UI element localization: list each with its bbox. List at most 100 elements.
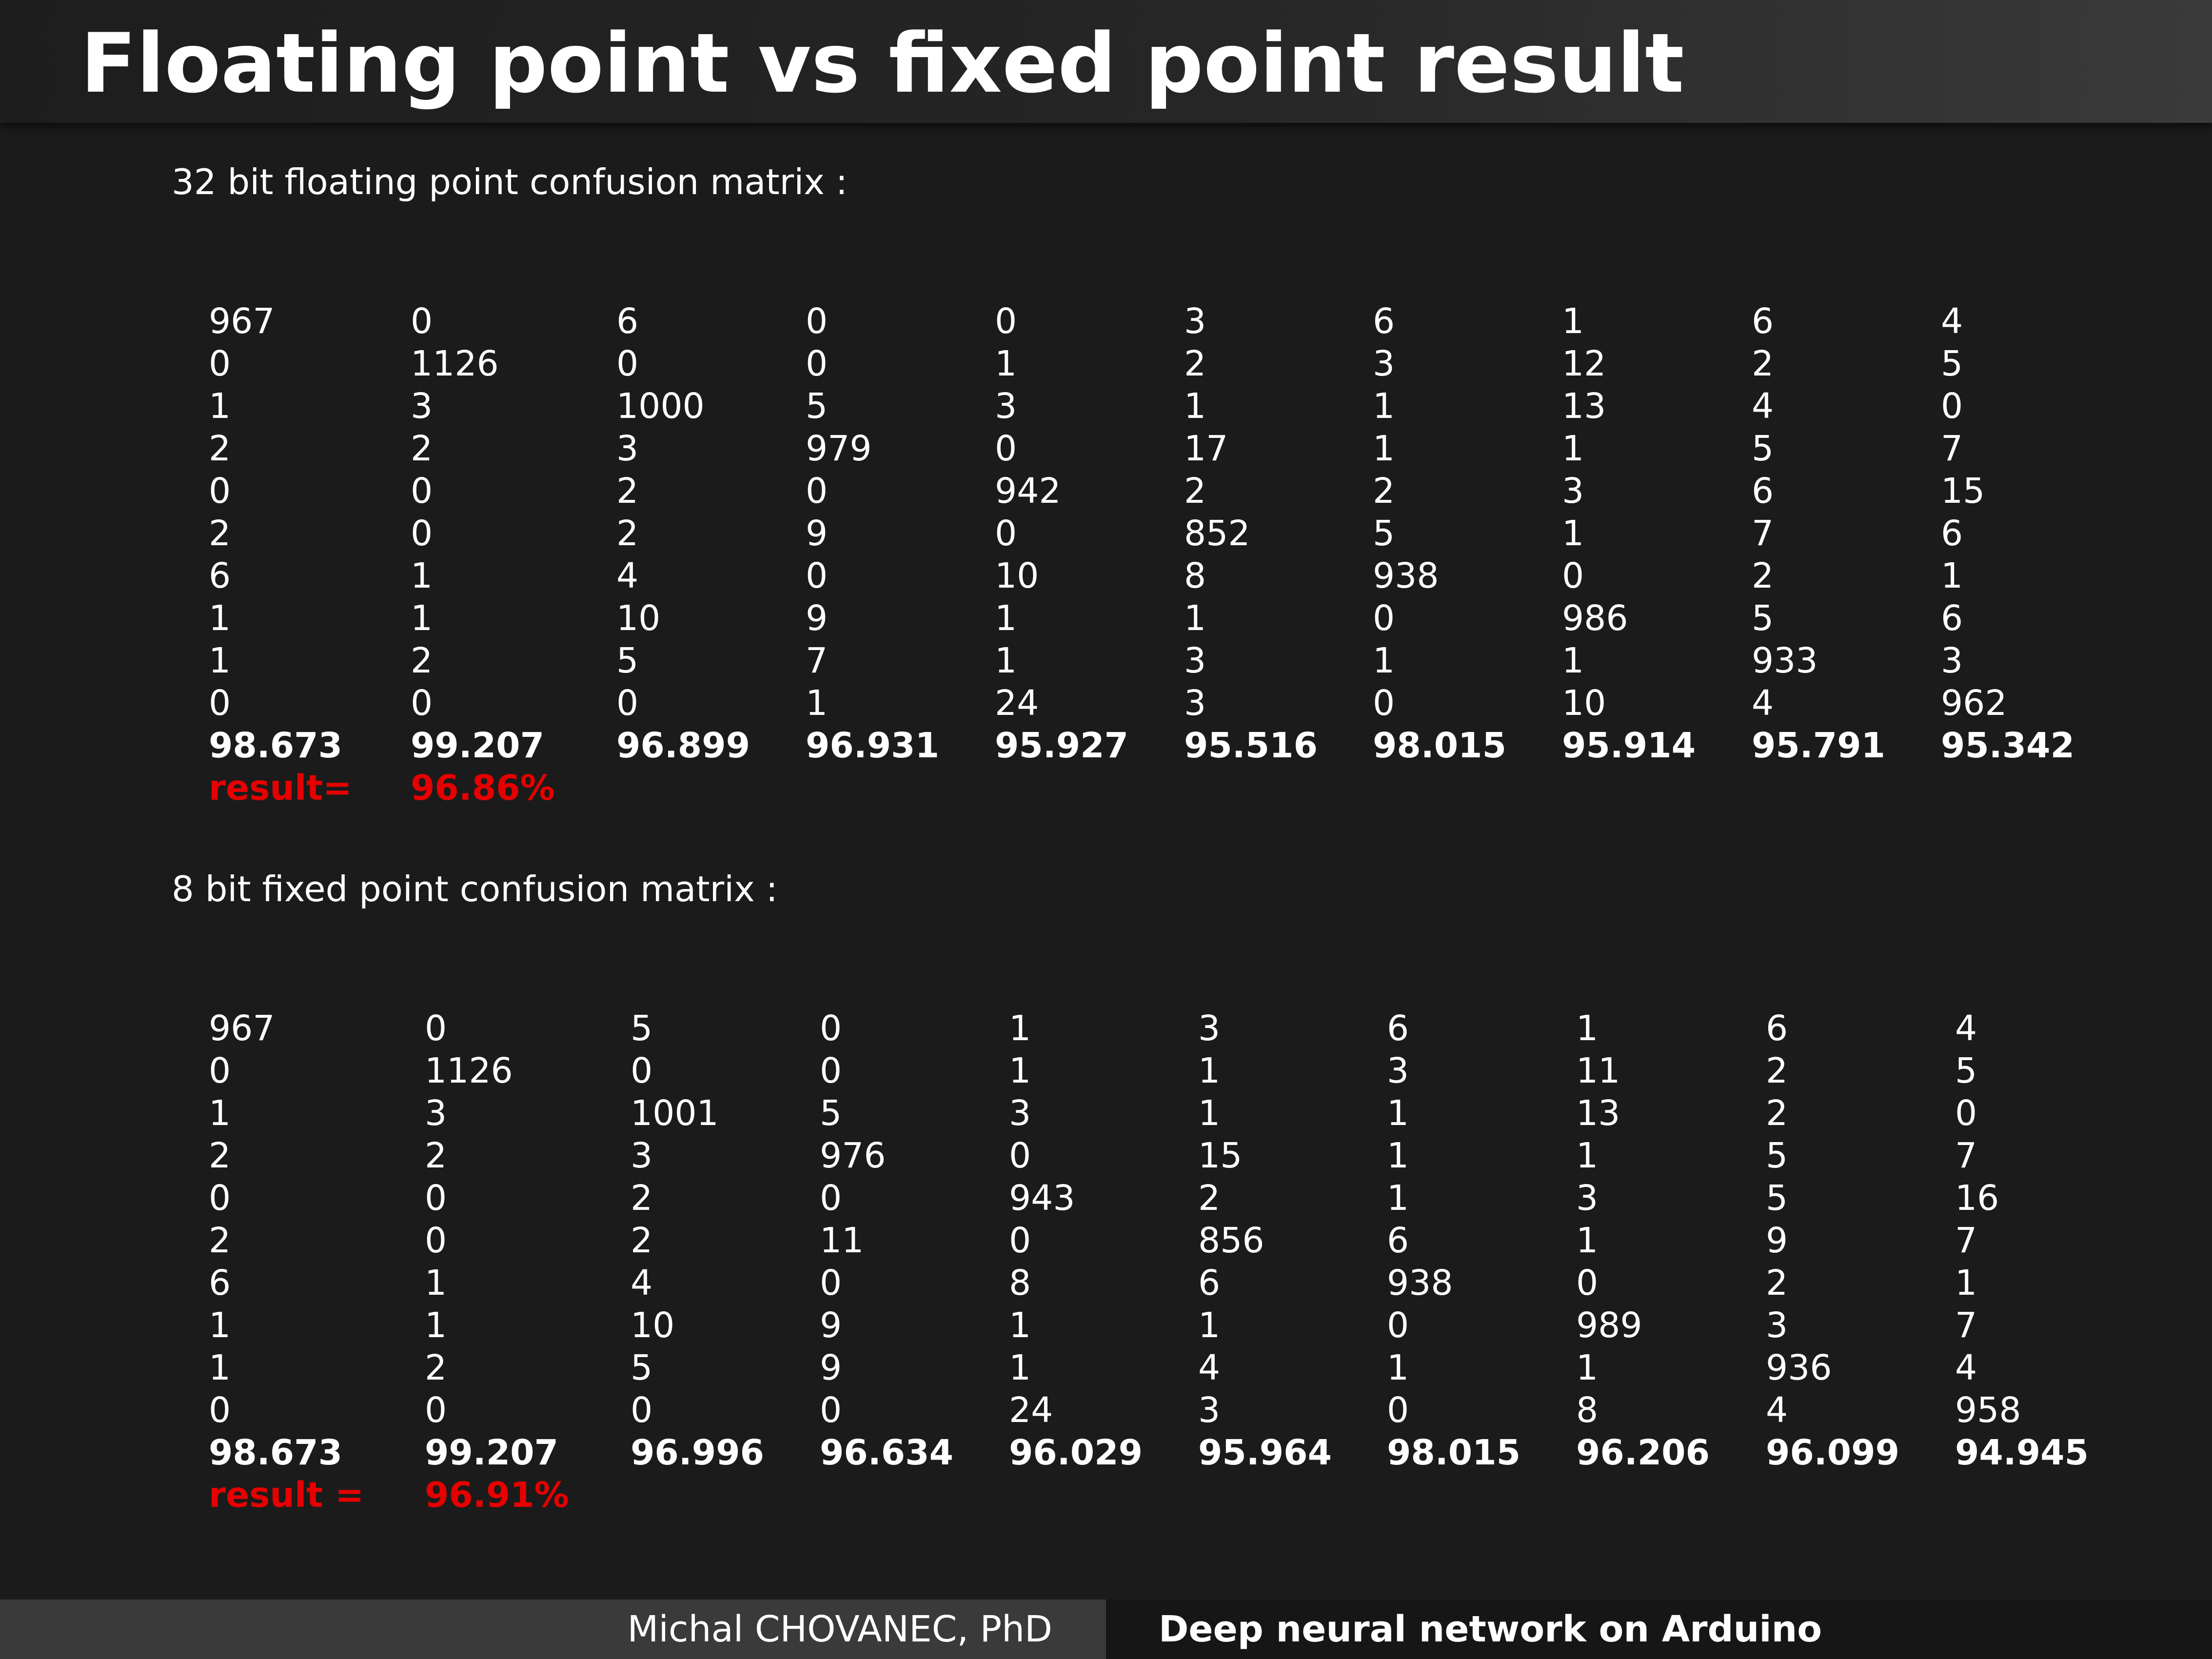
matrix-cell: 1 xyxy=(209,1305,231,1345)
matrix-cell: 1 xyxy=(995,343,1017,384)
matrix-cell: 1 xyxy=(1373,640,1395,681)
matrix-row: 1 1 10 9 1 1 0 989 3 7 xyxy=(209,1304,2111,1346)
matrix-cell: 5 xyxy=(631,1347,653,1388)
matrix-cell: 13 xyxy=(1576,1093,1620,1133)
matrix-cell: 4 xyxy=(1941,301,1963,341)
matrix-cell: 1 xyxy=(1576,1135,1599,1176)
matrix-cell: 3 xyxy=(631,1135,653,1176)
matrix-cell: 0 xyxy=(616,343,639,384)
matrix-cell: 10 xyxy=(631,1305,675,1345)
matrix-cell: 3 xyxy=(1198,1008,1221,1048)
matrix-cell: 986 xyxy=(1562,598,1628,638)
matrix-cell: 3 xyxy=(1941,640,1963,681)
matrix-cell: 0 xyxy=(1941,386,1963,426)
matrix-cell: 0 xyxy=(806,343,828,384)
matrix-cell: 3 xyxy=(1184,683,1206,723)
matrix-cell: 7 xyxy=(806,640,828,681)
matrix-row: 6 1 4 0 10 8 938 0 2 1 xyxy=(209,554,2111,597)
result-value: 96.86% xyxy=(411,768,555,808)
matrix-cell: 99.207 xyxy=(411,725,544,766)
matrix-cell: 6 xyxy=(1941,513,1963,553)
matrix-cell: 5 xyxy=(820,1093,842,1133)
matrix-cell: 2 xyxy=(209,513,231,553)
matrix-cell: 3 xyxy=(1562,471,1584,511)
matrix-cell: 5 xyxy=(631,1008,653,1048)
matrix-cell: 2 xyxy=(1373,471,1395,511)
matrix-cell: 1 xyxy=(209,598,231,638)
matrix-cell: 0 xyxy=(820,1263,842,1303)
matrix-cell: 17 xyxy=(1184,428,1228,469)
matrix-cell: 3 xyxy=(425,1093,447,1133)
matrix-cell: 1 xyxy=(425,1305,447,1345)
matrix-cell: 2 xyxy=(631,1220,653,1261)
matrix-cell: 0 xyxy=(1009,1220,1031,1261)
result-label: result= xyxy=(209,768,352,808)
matrix-cell: 2 xyxy=(1752,343,1774,384)
matrix-cell: 0 xyxy=(209,471,231,511)
matrix-cell: 0 xyxy=(995,513,1017,553)
matrix-cell: 6 xyxy=(1387,1220,1409,1261)
matrix-cell: 2 xyxy=(631,1178,653,1218)
matrix-cell: 1 xyxy=(425,1263,447,1303)
matrix-cell: 0 xyxy=(1576,1263,1599,1303)
matrix-cell: 958 xyxy=(1955,1390,2021,1430)
matrix-cell: 0 xyxy=(631,1390,653,1430)
matrix-cell: 6 xyxy=(1752,301,1774,341)
matrix-row: 1 2 5 7 1 3 1 1 933 3 xyxy=(209,639,2111,682)
matrix-row: 967 0 5 0 1 3 6 1 6 4 xyxy=(209,1007,2111,1049)
matrix-cell: 10 xyxy=(616,598,661,638)
matrix-row: 6 1 4 0 8 6 938 0 2 1 xyxy=(209,1262,2111,1304)
matrix-cell: 95.342 xyxy=(1941,725,2074,766)
matrix-cell: 1 xyxy=(1387,1093,1409,1133)
matrix-cell: 0 xyxy=(1562,555,1584,596)
matrix-cell: 1 xyxy=(209,1093,231,1133)
matrix-cell: 5 xyxy=(616,640,639,681)
matrix-cell: 2 xyxy=(209,428,231,469)
matrix-cell: 0 xyxy=(995,301,1017,341)
matrix-cell: 0 xyxy=(806,301,828,341)
matrix-cell: 24 xyxy=(1009,1390,1053,1430)
matrix-cell: 15 xyxy=(1941,471,1985,511)
matrix-cell: 6 xyxy=(616,301,639,341)
matrix-cell: 10 xyxy=(995,555,1039,596)
title-bar: Floating point vs fixed point result xyxy=(0,0,2212,123)
matrix-cell: 8 xyxy=(1576,1390,1599,1430)
matrix-cell: 5 xyxy=(1766,1135,1788,1176)
matrix-cell: 95.791 xyxy=(1752,725,1885,766)
matrix-cell: 12 xyxy=(1562,343,1606,384)
matrix-cell: 4 xyxy=(631,1263,653,1303)
matrix-cell: 1 xyxy=(1941,555,1963,596)
matrix-cell: 98.015 xyxy=(1373,725,1506,766)
matrix-cell: 3 xyxy=(411,386,433,426)
matrix-cell: 4 xyxy=(1766,1390,1788,1430)
matrix-cell: 13 xyxy=(1562,386,1606,426)
matrix-cell: 5 xyxy=(1752,428,1774,469)
matrix-cell: 95.927 xyxy=(995,725,1128,766)
matrix-cell: 962 xyxy=(1941,683,2007,723)
matrix-cell: 3 xyxy=(1373,343,1395,384)
matrix-cell: 2 xyxy=(1198,1178,1221,1218)
matrix-row: 0 0 0 0 24 3 0 8 4 958 xyxy=(209,1389,2111,1431)
matrix-cell: 96.931 xyxy=(806,725,939,766)
matrix-cell: 9 xyxy=(806,513,828,553)
matrix-cell: 4 xyxy=(1955,1347,1977,1388)
matrix-cell: 0 xyxy=(425,1008,447,1048)
matrix-cell: 95.964 xyxy=(1198,1432,1332,1473)
matrix-cell: 9 xyxy=(806,598,828,638)
matrix-cell: 0 xyxy=(1373,598,1395,638)
matrix-cell: 942 xyxy=(995,471,1061,511)
matrix-cell: 1 xyxy=(1198,1050,1221,1091)
matrix-cell: 3 xyxy=(1576,1178,1599,1218)
matrix-cell: 967 xyxy=(209,301,275,341)
matrix-cell: 96.206 xyxy=(1576,1432,1710,1473)
matrix-cell: 7 xyxy=(1955,1220,1977,1261)
footer-talk-title: Deep neural network on Arduino xyxy=(1159,1608,1822,1650)
matrix-cell: 4 xyxy=(616,555,639,596)
footer-right-panel: Deep neural network on Arduino xyxy=(1106,1600,2212,1659)
matrix-cell: 2 xyxy=(1184,343,1206,384)
matrix-row: 967 0 6 0 0 3 6 1 6 4 xyxy=(209,300,2111,342)
float-confusion-matrix: 967 0 6 0 0 3 6 1 6 4 0 1126 0 0 1 2 3 12 2 5 1 3 1000 5 3 1 1 13 4 0… xyxy=(209,300,2111,809)
matrix-cell: 3 xyxy=(616,428,639,469)
matrix-cell: 6 xyxy=(1766,1008,1788,1048)
matrix-cell: 0 xyxy=(1955,1093,1977,1133)
